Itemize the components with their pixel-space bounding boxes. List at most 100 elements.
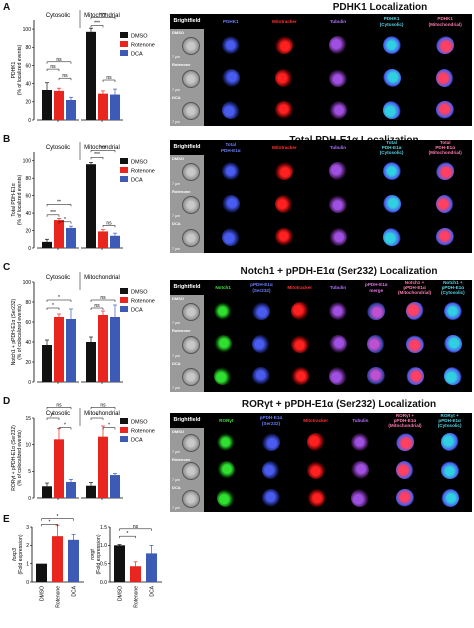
image-column-header: Brightfield <box>170 14 204 29</box>
fluorescence-cell-image <box>367 302 386 321</box>
row-label: Rotenone <box>172 62 191 68</box>
fluorescence-cell-image <box>214 302 233 321</box>
fluorescence-cell-image <box>396 489 414 507</box>
legend-swatch <box>120 158 128 164</box>
legend-label: DMSO <box>131 160 148 166</box>
y-tick-label: 80 <box>25 45 31 51</box>
significance-label: * <box>52 413 54 419</box>
bar-dca <box>110 317 120 382</box>
fluorescence-cell-image <box>252 334 271 353</box>
fluorescence-cell-image <box>275 195 294 213</box>
image-column-header: Brightfield <box>170 280 204 295</box>
fluorescence-cell-image <box>443 334 462 353</box>
significance-bracket <box>41 518 74 521</box>
fluorescence-cell-image <box>275 100 294 119</box>
title-a: PDHK1 Localization <box>332 2 428 13</box>
y-tick-label: 20 <box>25 100 31 106</box>
scale-bar-label: 7 µm <box>172 120 181 124</box>
fluorescence-cell-image <box>382 162 401 181</box>
fluorescence-cell-image <box>405 366 424 385</box>
bar-dca <box>66 227 76 248</box>
fluorescence-cell-image <box>436 195 455 213</box>
y-tick-label: 60 <box>25 320 31 326</box>
fluorescence-cell-image <box>221 227 240 246</box>
significance-bracket <box>46 68 60 72</box>
fluorescence-cell-image <box>217 489 236 507</box>
significance-label: *** <box>94 152 100 158</box>
title-d: RORγt + pPDH-E1α (Ser232) Localization <box>241 399 437 410</box>
y-axis-label: RORγt + pPDH-E1α (Ser232) <box>11 425 17 491</box>
y-tick-label: 1.0 <box>100 543 107 549</box>
image-column-header: PDHK1 (Cytosolic) <box>379 16 404 27</box>
image-column-header: pPDH-E1α (Ser232) <box>259 415 283 426</box>
image-panel-b: Brightfield Total PDH-E1α Mitotracker Tubul… <box>170 140 472 253</box>
y-axis-label: (Fold expression) <box>18 534 24 574</box>
y-tick-label: 20 <box>25 228 31 234</box>
legend-label: DCA <box>131 52 143 58</box>
y-axis-label: (% of colocalized events) <box>17 304 23 360</box>
significance-label: * <box>52 303 54 309</box>
significance-bracket <box>90 150 116 153</box>
legend-label: DMSO <box>131 34 148 40</box>
scale-bar-label: 7 µm <box>172 450 181 454</box>
y-axis-label: rorgt <box>90 549 96 560</box>
title-c: Notch1 + pPDH-E1α (Ser232) Localization <box>240 266 438 277</box>
significance-label: *** <box>100 12 106 18</box>
bar-rotenone <box>98 93 108 120</box>
image-column-header: Mitotracker <box>303 417 329 423</box>
y-tick-label: 0 <box>28 118 31 124</box>
x-tick-label: DCA <box>71 585 77 596</box>
fluorescence-cell-image <box>252 366 271 385</box>
fluorescence-cell-image <box>329 227 347 246</box>
y-tick-label: 15 <box>25 416 31 422</box>
fluorescence-cell-image <box>329 302 347 321</box>
fluorescence-cell-image <box>275 162 294 181</box>
bar-dmso <box>86 485 96 498</box>
y-axis-label: (Fold expression) <box>96 534 102 574</box>
legend-swatch <box>120 41 128 47</box>
panel-letter-c: C <box>3 262 11 273</box>
significance-bracket <box>90 25 104 28</box>
legend-label: DCA <box>131 308 143 314</box>
significance-bracket <box>46 214 60 217</box>
significance-label: ns <box>50 64 56 70</box>
fluorescence-cell-image <box>396 433 414 451</box>
brightfield-cell <box>182 303 200 322</box>
y-tick-label: 100 <box>23 159 32 165</box>
brightfield-cell <box>182 101 200 120</box>
significance-bracket <box>46 407 72 410</box>
bar-rotenone <box>54 90 64 120</box>
image-column-header: Tubulin <box>329 18 347 24</box>
brightfield-cell <box>182 228 200 247</box>
fluorescence-cell-image <box>440 461 459 479</box>
significance-label: ns <box>100 295 106 301</box>
image-column-header: Mitotracker <box>287 284 313 290</box>
chart-d-rorgt: 0 5 10 15 RORγt + pPDH-E1α (Ser232) (% of col… <box>11 402 155 501</box>
y-tick-label: 0.0 <box>100 580 107 586</box>
fluorescence-cell-image <box>329 100 347 119</box>
y-axis-label: (% of localized events) <box>17 175 23 226</box>
legend-label: Rotenone <box>131 429 155 435</box>
fluorescence-cell-image <box>275 36 294 55</box>
fluorescence-cell-image <box>329 334 347 353</box>
fluorescence-cell-image <box>221 195 240 213</box>
image-column-header: Tubulin <box>329 284 347 290</box>
significance-label: * <box>64 217 66 223</box>
fluorescence-cell-image <box>367 334 386 353</box>
image-column-header: pPDH-E1α (Ser232) <box>250 282 273 293</box>
fluorescence-cell-image <box>214 366 233 385</box>
fluorescence-cell-image <box>221 162 240 181</box>
y-axis-label: PDHK1 <box>11 61 17 78</box>
row-label: DCA <box>172 94 181 100</box>
legend-swatch <box>120 427 128 433</box>
y-tick-label: 80 <box>25 300 31 306</box>
y-axis-label: (% of localized events) <box>17 45 23 96</box>
group-label: Mitochondrial <box>84 411 120 417</box>
group-label: Cytosolic <box>46 145 70 151</box>
fluorescence-cell-image <box>221 36 240 55</box>
fluorescence-cell-image <box>436 36 455 55</box>
row-label: DMSO <box>172 296 184 301</box>
bar-rotenone <box>54 220 64 248</box>
scale-bar-label: 7 µm <box>172 321 181 326</box>
significance-bracket <box>102 225 116 228</box>
